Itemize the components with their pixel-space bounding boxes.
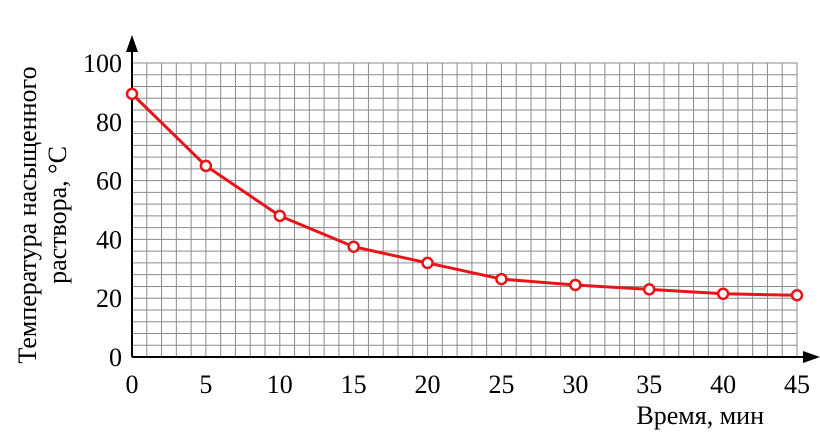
y-axis-title-line2: раствора, °С xyxy=(43,146,72,284)
data-point xyxy=(495,272,508,286)
y-tick-label: 80 xyxy=(96,108,122,137)
data-point xyxy=(125,87,139,101)
y-tick-label: 100 xyxy=(83,49,122,78)
x-tick-label: 35 xyxy=(636,370,662,399)
grid xyxy=(131,62,798,358)
y-tick-label: 40 xyxy=(96,225,122,254)
y-tick-label: 0 xyxy=(109,343,122,372)
x-tick-label: 30 xyxy=(562,370,588,399)
series xyxy=(125,87,804,302)
x-tick-label: 15 xyxy=(341,370,367,399)
x-tick-label: 20 xyxy=(415,370,441,399)
y-tick-label: 20 xyxy=(96,284,122,313)
data-point xyxy=(790,289,804,302)
data-point xyxy=(199,159,213,173)
x-tick-label: 0 xyxy=(126,370,139,399)
data-point xyxy=(569,278,582,292)
y-axis-title: Температура насыщенного раствора, °С xyxy=(13,66,72,363)
y-tick-label: 60 xyxy=(96,167,122,196)
series-line xyxy=(130,92,798,297)
data-point xyxy=(421,256,434,270)
data-point xyxy=(716,287,730,301)
x-tick-label: 25 xyxy=(488,370,514,399)
x-tick-label: 40 xyxy=(710,370,736,399)
y-tick-labels: 0 20 40 60 80 100 xyxy=(83,49,122,372)
data-point xyxy=(642,283,656,296)
y-axis-arrow xyxy=(126,35,138,52)
data-point xyxy=(273,209,287,223)
x-tick-label: 45 xyxy=(784,370,810,399)
x-tick-label: 5 xyxy=(199,370,212,399)
x-tick-label: 10 xyxy=(267,370,293,399)
x-tick-labels: 0 5 10 15 20 25 30 35 40 45 xyxy=(126,370,811,399)
y-axis-title-line1: Температура насыщенного xyxy=(13,66,42,363)
x-axis-arrow xyxy=(803,351,820,363)
axes xyxy=(126,35,820,363)
x-axis-title: Время, мин xyxy=(636,401,764,430)
data-point xyxy=(347,240,360,253)
